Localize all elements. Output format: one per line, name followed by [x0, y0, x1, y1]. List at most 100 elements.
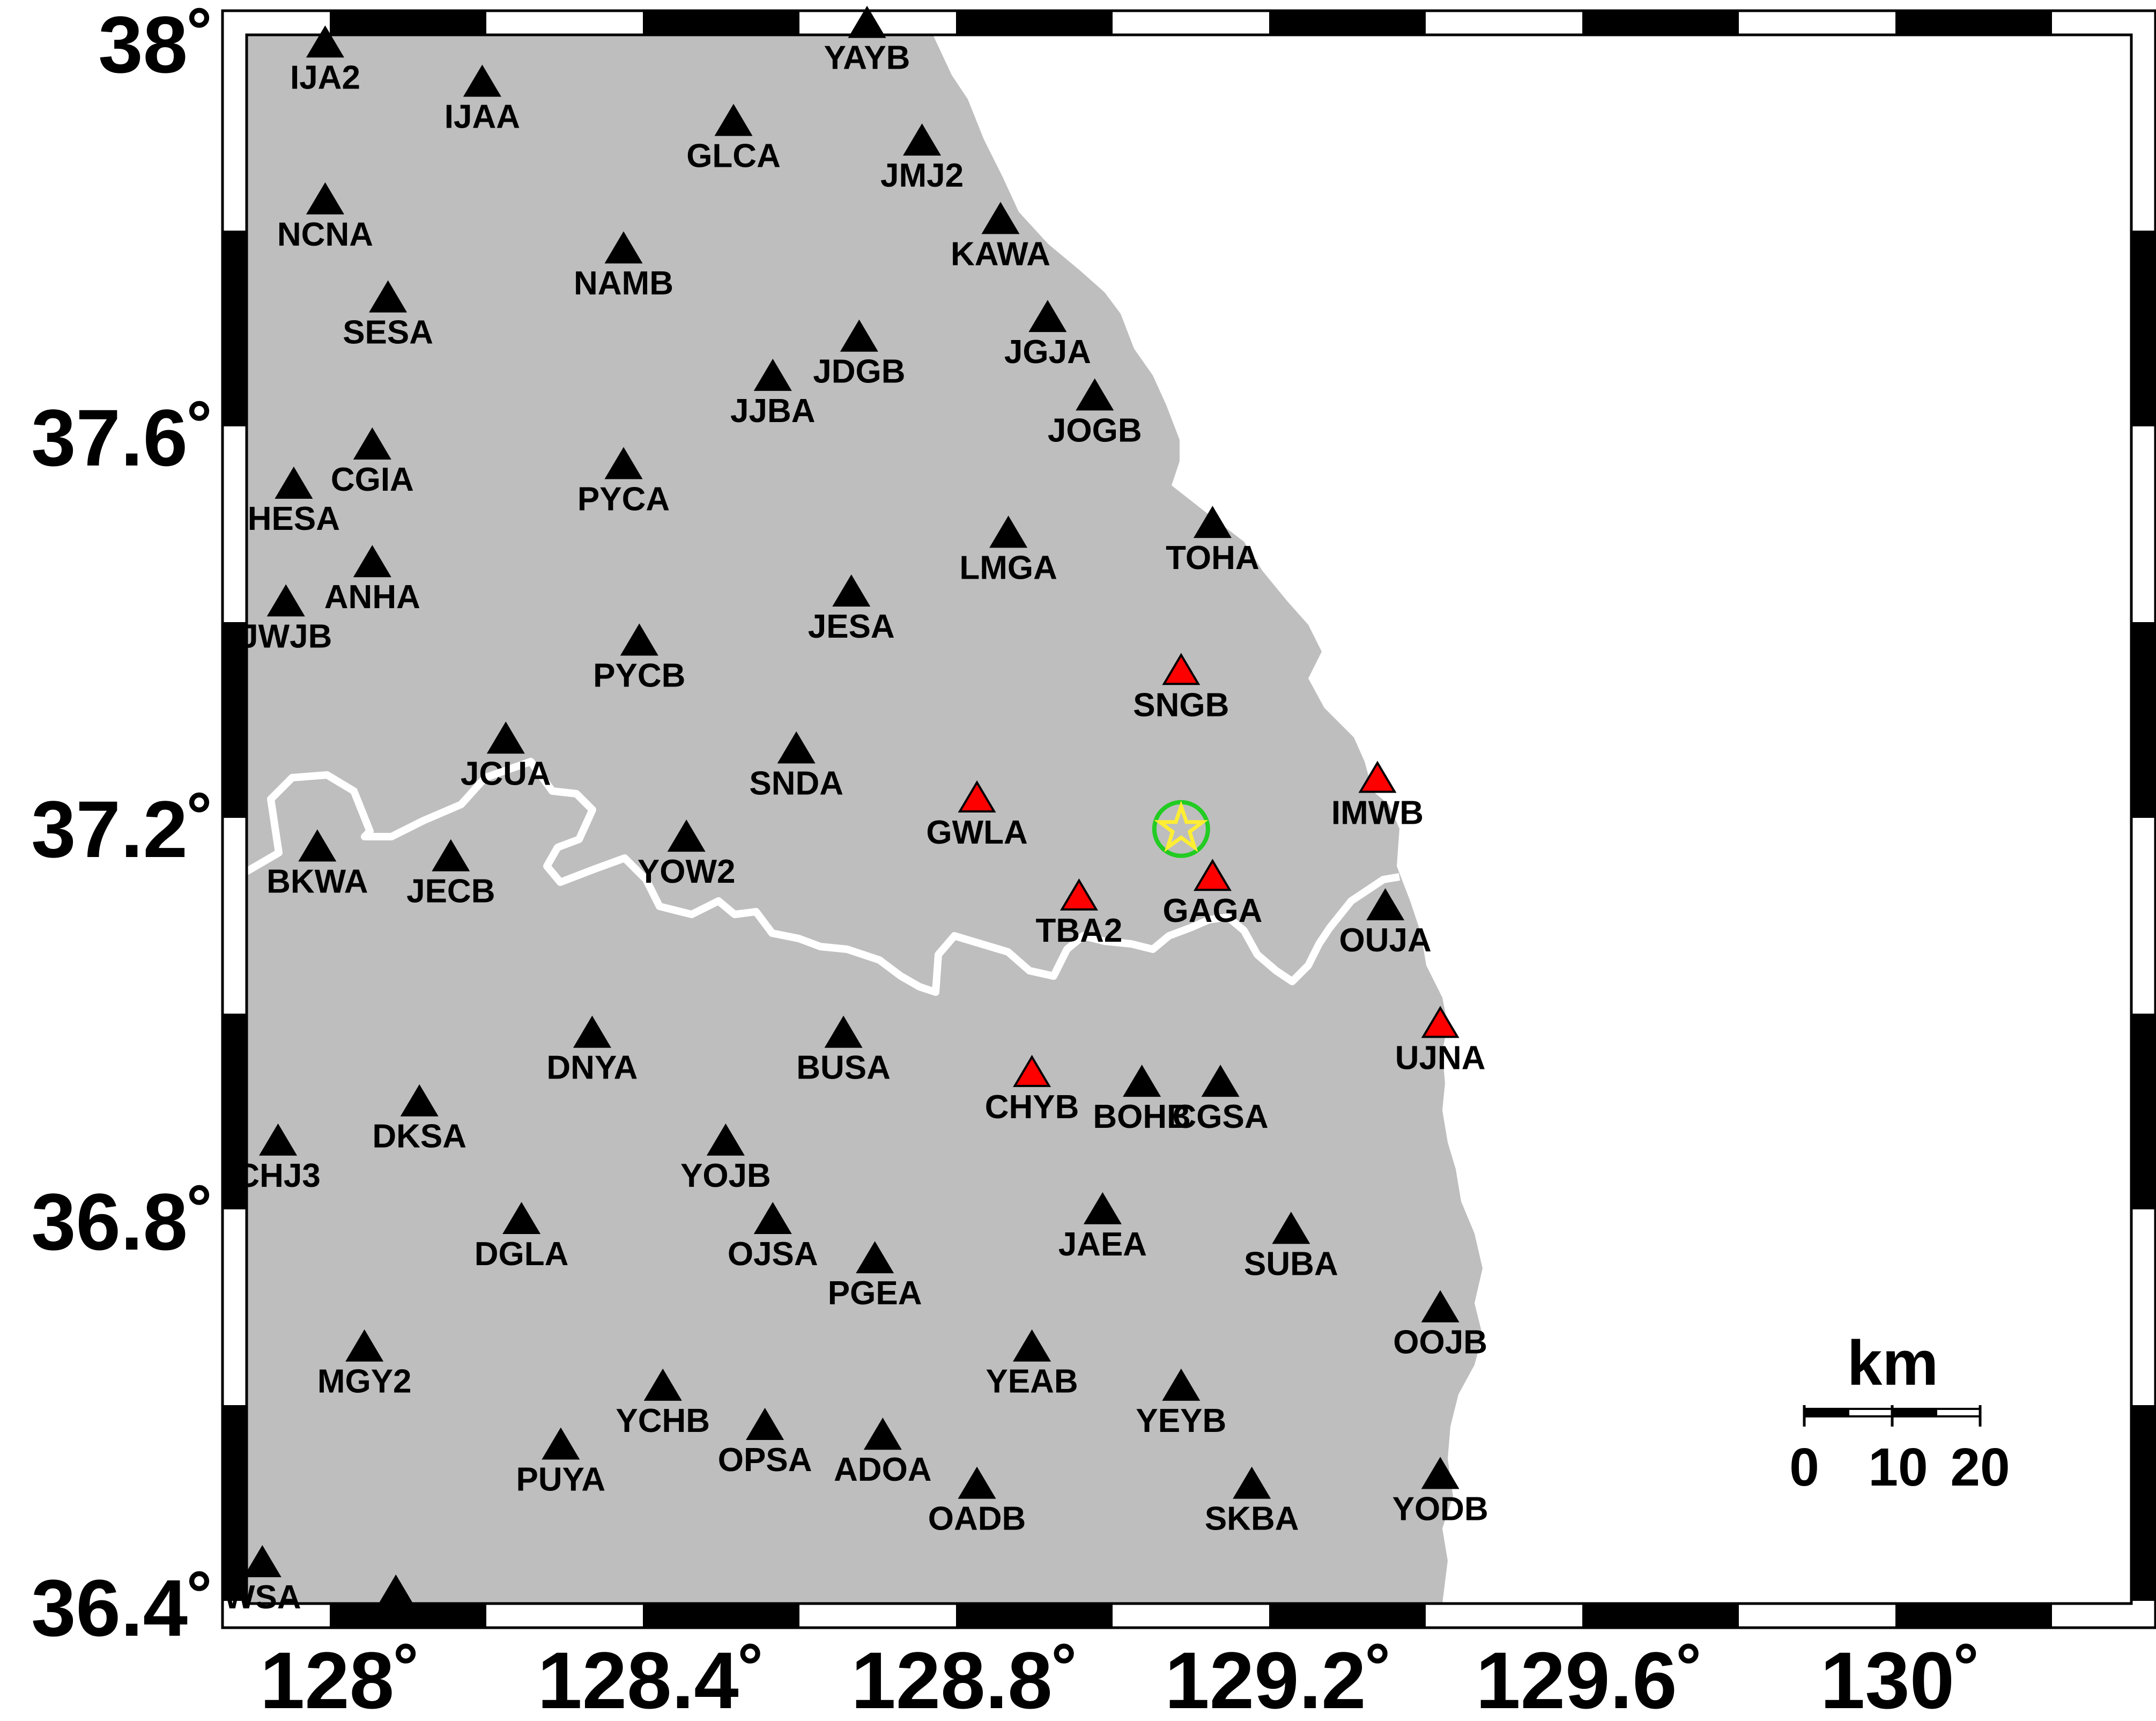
- station-marker[interactable]: GLCA: [686, 104, 781, 175]
- station-marker[interactable]: BKWA: [266, 829, 368, 900]
- station-triangle-icon: [620, 623, 658, 656]
- station-marker[interactable]: WSA: [224, 1545, 301, 1616]
- station-marker[interactable]: SNGB: [1133, 653, 1229, 723]
- station-marker[interactable]: JESA: [808, 574, 895, 645]
- station-marker[interactable]: SNDA: [749, 731, 843, 802]
- station-marker[interactable]: YCHB: [616, 1368, 710, 1439]
- station-marker[interactable]: SUBA: [1244, 1212, 1338, 1282]
- station-label: PYCA: [577, 481, 670, 518]
- station-marker[interactable]: MGY2: [317, 1329, 412, 1400]
- station-triangle-icon: [353, 427, 391, 460]
- station-marker[interactable]: TBA2: [1036, 878, 1123, 949]
- frame-tick-left: [223, 231, 247, 426]
- station-marker[interactable]: YOJB: [680, 1123, 771, 1194]
- station-label: SKBA: [1205, 1501, 1299, 1538]
- station-label: YEYB: [1136, 1402, 1226, 1439]
- station-marker[interactable]: OOJB: [1393, 1290, 1487, 1361]
- distance-scale-bar: km 0 10 20: [1789, 1328, 2010, 1497]
- station-marker[interactable]: CGSA: [1173, 1065, 1269, 1135]
- station-marker[interactable]: JMJ2: [880, 123, 964, 194]
- station-marker[interactable]: NAMB: [574, 231, 673, 302]
- station-marker[interactable]: YOW2: [638, 819, 736, 890]
- station-marker[interactable]: TOHA: [1166, 506, 1259, 577]
- station-label: ANHA: [324, 579, 420, 616]
- station-marker[interactable]: HESA: [248, 467, 340, 537]
- frame-tick-bottom: [643, 1604, 799, 1628]
- station-marker[interactable]: JDGB: [813, 319, 906, 390]
- lat-tick-label: 37.2˚: [31, 784, 214, 874]
- station-marker[interactable]: JECB: [406, 839, 495, 910]
- lat-tick-label: 38˚: [98, 0, 214, 90]
- frame-tick-left: [223, 1405, 247, 1601]
- station-marker[interactable]: ADOA: [834, 1417, 932, 1488]
- station-marker[interactable]: KAWA: [951, 202, 1050, 272]
- lon-tick-label: 129.6˚: [1476, 1635, 1703, 1721]
- station-marker[interactable]: NCNA: [277, 182, 373, 253]
- station-marker[interactable]: JGJA: [1004, 300, 1091, 371]
- station-marker[interactable]: IJA2: [290, 25, 360, 96]
- station-marker[interactable]: LMGA: [959, 515, 1057, 586]
- station-marker[interactable]: OUJA: [1339, 888, 1432, 959]
- station-marker[interactable]: SESA: [343, 280, 433, 351]
- station-label: JMJ2: [880, 157, 964, 194]
- station-marker[interactable]: CGIA: [331, 427, 414, 498]
- station-marker[interactable]: GWLA: [926, 780, 1028, 851]
- station-triangle-icon: [777, 731, 816, 764]
- station-marker[interactable]: DGLA: [475, 1202, 569, 1273]
- station-label: PGEA: [828, 1275, 922, 1312]
- station-marker[interactable]: DKSA: [372, 1084, 466, 1155]
- frame-scale-ticks: [223, 11, 2155, 1628]
- station-marker[interactable]: JOGB: [1048, 378, 1142, 449]
- station-marker[interactable]: JCUA: [461, 721, 551, 792]
- station-triangle-icon: [353, 545, 391, 578]
- frame-tick-top: [1895, 11, 2052, 35]
- station-marker[interactable]: BUSA: [796, 1015, 891, 1087]
- station-marker[interactable]: BOHB: [1093, 1065, 1191, 1135]
- station-marker[interactable]: UJNA: [1395, 1006, 1486, 1076]
- station-marker[interactable]: JAEA: [1058, 1192, 1147, 1263]
- station-marker[interactable]: YAYB: [824, 5, 910, 77]
- station-triangle-icon: [989, 515, 1028, 548]
- station-marker[interactable]: OJSA: [728, 1202, 818, 1273]
- station-marker[interactable]: OPSA: [718, 1408, 812, 1479]
- station-triangle-icon: [863, 1417, 902, 1450]
- station-label: GAGA: [1162, 892, 1262, 929]
- map-frame-outer: [221, 9, 2156, 1629]
- station-marker[interactable]: JWJB: [240, 584, 332, 655]
- station-marker[interactable]: OADB: [928, 1466, 1026, 1538]
- station-label: PUYA: [516, 1461, 606, 1498]
- frame-tick-right: [2131, 231, 2155, 426]
- scale-bar-segment: [1847, 1408, 1893, 1417]
- station-triangle-icon-red: [1060, 878, 1098, 911]
- station-label: SNDA: [749, 765, 843, 802]
- station-marker[interactable]: PYCB: [593, 623, 685, 694]
- station-marker[interactable]: IMWB: [1331, 760, 1424, 831]
- station-marker[interactable]: CHYB: [985, 1054, 1079, 1126]
- frame-tick-right: [2131, 1014, 2155, 1209]
- station-triangle-icon: [832, 574, 871, 607]
- station-marker[interactable]: YEAB: [986, 1329, 1078, 1400]
- station-label: IMWB: [1331, 794, 1424, 831]
- station-marker[interactable]: DNYA: [546, 1015, 638, 1087]
- station-marker[interactable]: ANHA: [324, 545, 420, 616]
- station-marker[interactable]: IJAA: [444, 64, 520, 135]
- epicenter-marker[interactable]: [1152, 800, 1210, 858]
- station-marker[interactable]: SKBA: [1205, 1466, 1299, 1538]
- station-triangle-icon: [306, 25, 344, 58]
- station-marker[interactable]: CHJ3: [235, 1123, 321, 1194]
- station-triangle-icon: [1421, 1457, 1459, 1489]
- station-triangle-icon: [848, 5, 886, 38]
- lat-tick-label: 36.4˚: [31, 1563, 214, 1653]
- station-marker[interactable]: PYCA: [577, 447, 670, 518]
- station-marker[interactable]: JJBA: [730, 358, 816, 430]
- station-triangle-icon: [958, 1466, 996, 1499]
- station-marker[interactable]: [376, 1574, 415, 1607]
- station-marker[interactable]: YODB: [1392, 1457, 1488, 1527]
- station-triangle-icon: [753, 1202, 792, 1235]
- station-marker[interactable]: PGEA: [828, 1241, 922, 1312]
- station-label: HESA: [248, 500, 340, 537]
- station-marker[interactable]: PUYA: [516, 1427, 606, 1498]
- station-marker[interactable]: YEYB: [1136, 1368, 1226, 1439]
- station-label: GLCA: [686, 138, 781, 175]
- station-marker[interactable]: GAGA: [1162, 859, 1262, 929]
